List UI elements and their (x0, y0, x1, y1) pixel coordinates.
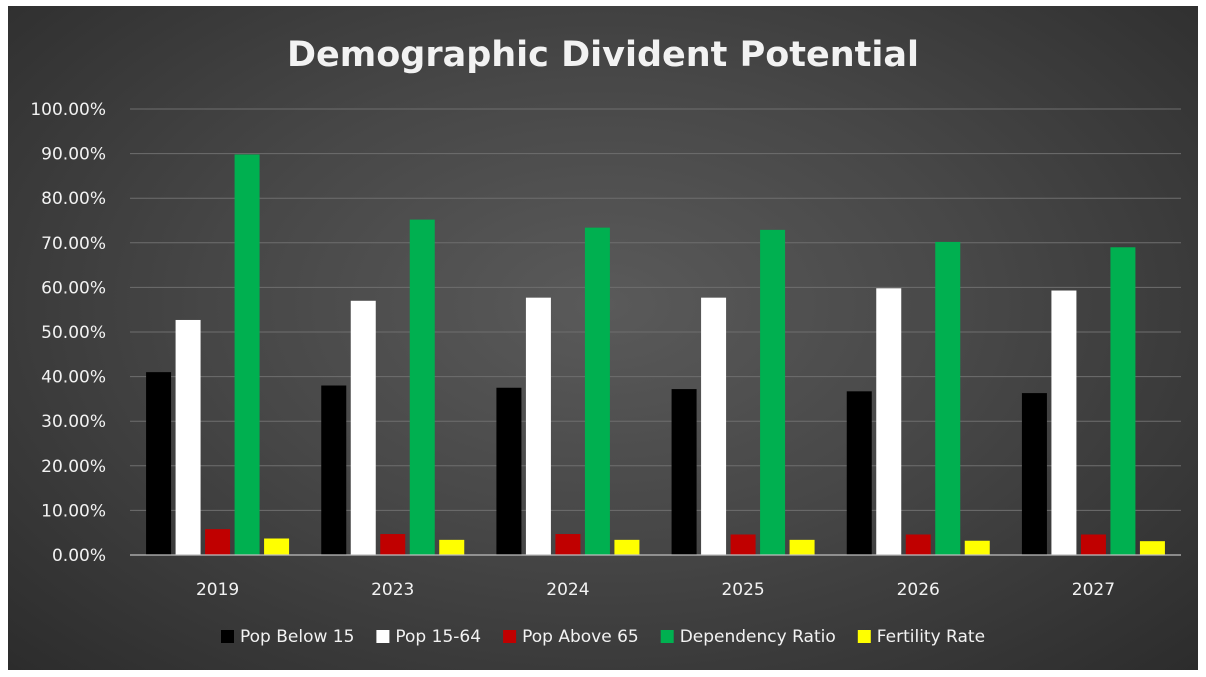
x-tick-label: 2027 (1072, 580, 1115, 600)
x-tick-label: 2026 (897, 580, 940, 600)
legend-swatch (857, 630, 871, 643)
legend-item-pop-15-64: Pop 15-64 (376, 627, 481, 647)
x-tick-label: 2024 (546, 580, 589, 600)
bar-pop-above-65-2019 (205, 529, 231, 555)
bar-pop-above-65-2027 (1080, 534, 1106, 555)
bar-fertility-rate-2023 (439, 539, 465, 555)
x-axis-tick-labels: 2019 2023 2024 2025 2026 2027 (196, 580, 1115, 600)
bar-dependency-ratio-2026 (935, 241, 961, 555)
bar-dependency-ratio-2019 (234, 154, 260, 556)
bar-pop-above-65-2026 (905, 534, 931, 555)
legend-label: Fertility Rate (877, 627, 985, 647)
legend-label: Dependency Ratio (680, 627, 836, 647)
legend: Pop Below 15 Pop 15-64 Pop Above 65 Depende… (221, 627, 985, 647)
y-tick-label: 60.00% (41, 278, 106, 298)
bar-fertility-rate-2019 (264, 538, 290, 555)
y-axis-tick-labels: 0.00% 10.00% 20.00% 30.00% 40.00% 50.00% 60.00… (30, 100, 106, 566)
bar-pop-15-64-2023 (350, 300, 376, 555)
bar-pop-below-15-2027 (1021, 393, 1047, 555)
y-tick-label: 100.00% (30, 100, 106, 120)
bar-pop-below-15-2025 (671, 389, 697, 555)
bar-pop-below-15-2026 (846, 391, 872, 555)
bar-pop-above-65-2023 (380, 534, 406, 555)
x-tick-label: 2025 (721, 580, 764, 600)
y-tick-label: 30.00% (41, 412, 106, 432)
legend-item-pop-below-15: Pop Below 15 (221, 627, 354, 647)
y-tick-label: 80.00% (41, 189, 106, 209)
legend-swatch (503, 630, 517, 643)
bar-pop-15-64-2026 (876, 288, 902, 555)
bar-fertility-rate-2026 (964, 540, 990, 555)
bar-pop-above-65-2024 (555, 534, 581, 555)
bar-fertility-rate-2024 (614, 539, 640, 555)
bar-pop-below-15-2024 (496, 387, 522, 555)
legend-swatch (221, 630, 234, 643)
y-tick-label: 50.00% (41, 323, 106, 343)
bar-pop-15-64-2019 (175, 319, 201, 555)
x-tick-label: 2023 (371, 580, 414, 600)
bar-dependency-ratio-2025 (760, 229, 786, 555)
x-tick-label: 2019 (196, 580, 239, 600)
y-tick-label: 70.00% (41, 234, 106, 254)
bar-pop-15-64-2024 (525, 297, 551, 555)
bar-fertility-rate-2025 (789, 539, 815, 555)
legend-swatch (660, 630, 674, 643)
chart-frame: Demographic Divident Potential 0.00% 10.0… (8, 6, 1198, 670)
legend-label: Pop Above 65 (522, 627, 639, 647)
legend-swatch (376, 630, 390, 643)
y-tick-label: 90.00% (41, 145, 106, 165)
bars (146, 154, 1165, 556)
y-tick-label: 10.00% (41, 501, 106, 521)
bar-pop-below-15-2019 (146, 372, 172, 555)
grid-lines (130, 108, 1181, 511)
legend-item-dependency-ratio: Dependency Ratio (660, 627, 836, 647)
legend-item-pop-above-65: Pop Above 65 (503, 627, 639, 647)
bar-pop-15-64-2027 (1051, 290, 1077, 555)
chart-svg: Demographic Divident Potential 0.00% 10.0… (30, 35, 1181, 647)
y-tick-label: 20.00% (41, 457, 106, 477)
legend-item-fertility-rate: Fertility Rate (857, 627, 985, 647)
bar-pop-15-64-2025 (701, 297, 727, 555)
y-tick-label: 0.00% (52, 546, 106, 566)
legend-label: Pop Below 15 (240, 627, 354, 647)
bar-dependency-ratio-2027 (1110, 247, 1136, 555)
bar-pop-below-15-2023 (321, 385, 347, 555)
bar-pop-above-65-2025 (730, 534, 756, 555)
y-tick-label: 40.00% (41, 368, 106, 388)
legend-label: Pop 15-64 (395, 627, 481, 647)
chart-title: Demographic Divident Potential (287, 35, 919, 75)
bar-dependency-ratio-2024 (584, 227, 610, 555)
bar-dependency-ratio-2023 (409, 219, 435, 556)
bar-fertility-rate-2027 (1139, 541, 1165, 555)
